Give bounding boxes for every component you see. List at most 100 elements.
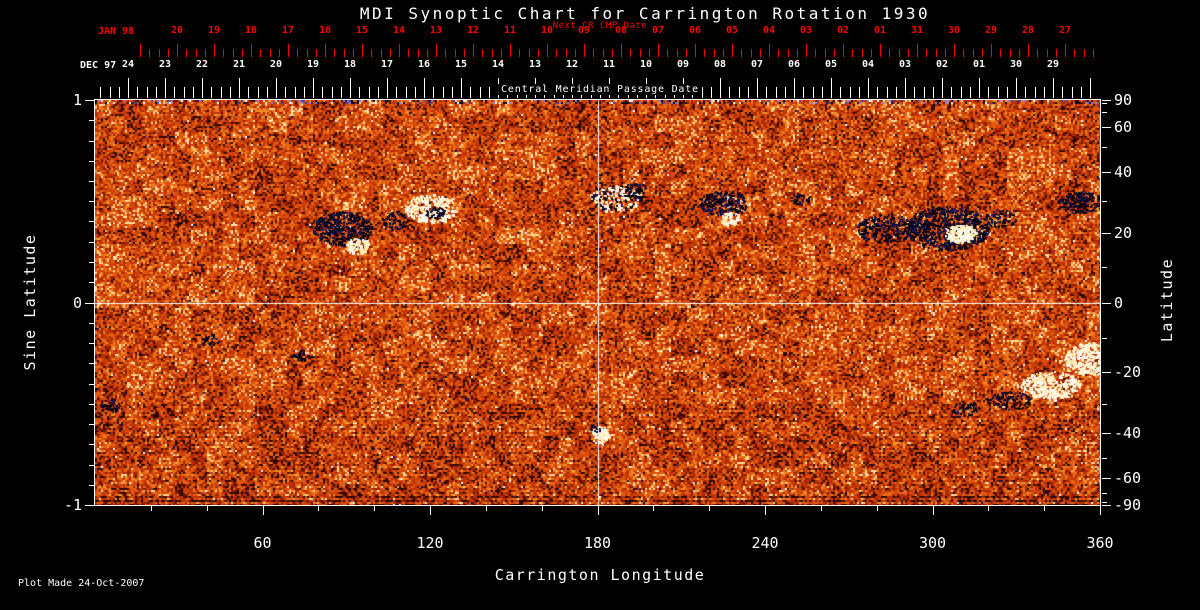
cmp-upper-minor-tick: [196, 49, 197, 57]
right-axis-tick: [1102, 372, 1111, 373]
cmp-upper-minor-tick: [603, 49, 604, 57]
cmp-upper-date-label: 04: [762, 25, 776, 36]
cmp-lower-major-tick: [202, 78, 203, 98]
cmp-upper-major-tick: [806, 44, 807, 57]
left-axis-tick: [89, 201, 94, 202]
cmp-lower-date-label: 05: [824, 59, 838, 70]
cmp-lower-major-tick: [276, 78, 277, 98]
cmp-upper-minor-tick: [908, 49, 909, 57]
cmp-upper-minor-tick: [936, 49, 937, 57]
cmp-lower-minor-tick: [896, 87, 897, 98]
cmp-lower-minor-tick: [748, 87, 749, 98]
cmp-upper-major-tick: [584, 44, 585, 57]
cmp-lower-date-label: 24: [121, 59, 135, 70]
cmp-lower-minor-tick: [729, 87, 730, 98]
cmp-upper-minor-tick: [575, 49, 576, 57]
right-axis-tick: [1102, 201, 1107, 202]
right-tick-label: 60: [1114, 118, 1133, 137]
cmp-upper-date-label: 10: [540, 25, 554, 36]
cmp-lower-major-tick: [979, 78, 980, 98]
cmp-lower-date-label: 01: [972, 59, 986, 70]
cmp-lower-minor-tick: [840, 87, 841, 98]
cmp-upper-minor-tick: [408, 49, 409, 57]
cmp-upper-date-label: 06: [688, 25, 702, 36]
right-axis-tick: [1102, 303, 1111, 304]
left-axis-tick: [85, 100, 94, 101]
cmp-lower-minor-tick: [776, 87, 777, 98]
x-axis-title: Carrington Longitude: [494, 566, 706, 584]
cmp-lower-date-label: 29: [1046, 59, 1060, 70]
right-tick-label: 0: [1114, 293, 1124, 312]
cmp-lower-minor-tick: [137, 87, 138, 98]
cmp-upper-major-tick: [769, 44, 770, 57]
left-axis-tick: [89, 161, 94, 162]
cmp-lower-date-label: 22: [195, 59, 209, 70]
cmp-upper-minor-tick: [686, 49, 687, 57]
x-axis-tick: [988, 506, 989, 511]
cmp-upper-minor-tick: [852, 49, 853, 57]
left-axis-tick: [85, 303, 94, 304]
cmp-lower-minor-tick: [933, 87, 934, 98]
cmp-upper-date-label: 18: [244, 25, 258, 36]
cmp-upper-minor-tick: [723, 49, 724, 57]
right-axis-tick: [1102, 433, 1111, 434]
cmp-lower-date-label: 13: [528, 59, 542, 70]
cmp-lower-date-label: 15: [454, 59, 468, 70]
cmp-upper-minor-tick: [566, 49, 567, 57]
cmp-lower-minor-tick: [341, 87, 342, 98]
cmp-upper-major-tick: [917, 44, 918, 57]
cmp-lower-minor-tick: [887, 87, 888, 98]
cmp-upper-minor-tick: [529, 49, 530, 57]
left-axis-tick: [89, 424, 94, 425]
x-axis-tick: [765, 506, 766, 515]
cmp-upper-major-tick: [991, 44, 992, 57]
cmp-upper-date-label: 28: [1021, 25, 1035, 36]
cmp-upper-date-label: 31: [910, 25, 924, 36]
left-axis-tick: [89, 242, 94, 243]
cmp-upper-major-tick: [658, 44, 659, 57]
cmp-upper-major-tick: [732, 44, 733, 57]
cmp-upper-date-label: 11: [503, 25, 517, 36]
x-axis-tick: [933, 506, 934, 515]
cmp-lower-date-label: 30: [1009, 59, 1023, 70]
cmp-upper-minor-tick: [390, 49, 391, 57]
cmp-upper-minor-tick: [889, 49, 890, 57]
cmp-upper-minor-tick: [667, 49, 668, 57]
next-cr-cmp-label: Next CR CMP Date: [552, 21, 648, 31]
cmp-upper-major-tick: [325, 44, 326, 57]
left-axis-tick: [85, 505, 94, 506]
cmp-lower-minor-tick: [359, 87, 360, 98]
central-meridian-passage-label: Central Meridian Passage Date: [498, 84, 702, 95]
cmp-upper-minor-tick: [344, 49, 345, 57]
cmp-lower-date-label: 04: [861, 59, 875, 70]
cmp-lower-minor-tick: [961, 87, 962, 98]
left-axis-title: Sine Latitude: [21, 233, 39, 371]
cmp-upper-major-tick: [288, 44, 289, 57]
cmp-lower-minor-tick: [489, 87, 490, 98]
x-axis-tick: [430, 506, 431, 515]
cmp-lower-major-tick: [350, 78, 351, 98]
x-axis-tick: [207, 506, 208, 511]
left-axis-tick: [89, 141, 94, 142]
x-tick-label: 180: [583, 534, 612, 552]
right-axis-tick: [1102, 103, 1107, 104]
cmp-lower-minor-tick: [100, 87, 101, 98]
cmp-upper-minor-tick: [260, 49, 261, 57]
x-tick-label: 360: [1086, 534, 1114, 552]
x-axis-tick: [151, 506, 152, 511]
cmp-lower-date-label: 06: [787, 59, 801, 70]
cmp-lower-minor-tick: [859, 87, 860, 98]
left-axis-tick: [89, 282, 94, 283]
cmp-lower-date-label: 23: [158, 59, 172, 70]
cmp-upper-minor-tick: [455, 49, 456, 57]
cmp-upper-minor-tick: [630, 49, 631, 57]
cmp-lower-minor-tick: [332, 87, 333, 98]
right-axis-title: Latitude: [1158, 257, 1176, 343]
month-label-jan98: JAN 98: [98, 26, 135, 37]
cmp-lower-date-label: 08: [713, 59, 727, 70]
cmp-lower-minor-tick: [480, 87, 481, 98]
left-axis-tick: [89, 120, 94, 121]
cmp-upper-minor-tick: [159, 49, 160, 57]
cmp-upper-major-tick: [1065, 44, 1066, 57]
cmp-upper-date-label: 09: [577, 25, 591, 36]
